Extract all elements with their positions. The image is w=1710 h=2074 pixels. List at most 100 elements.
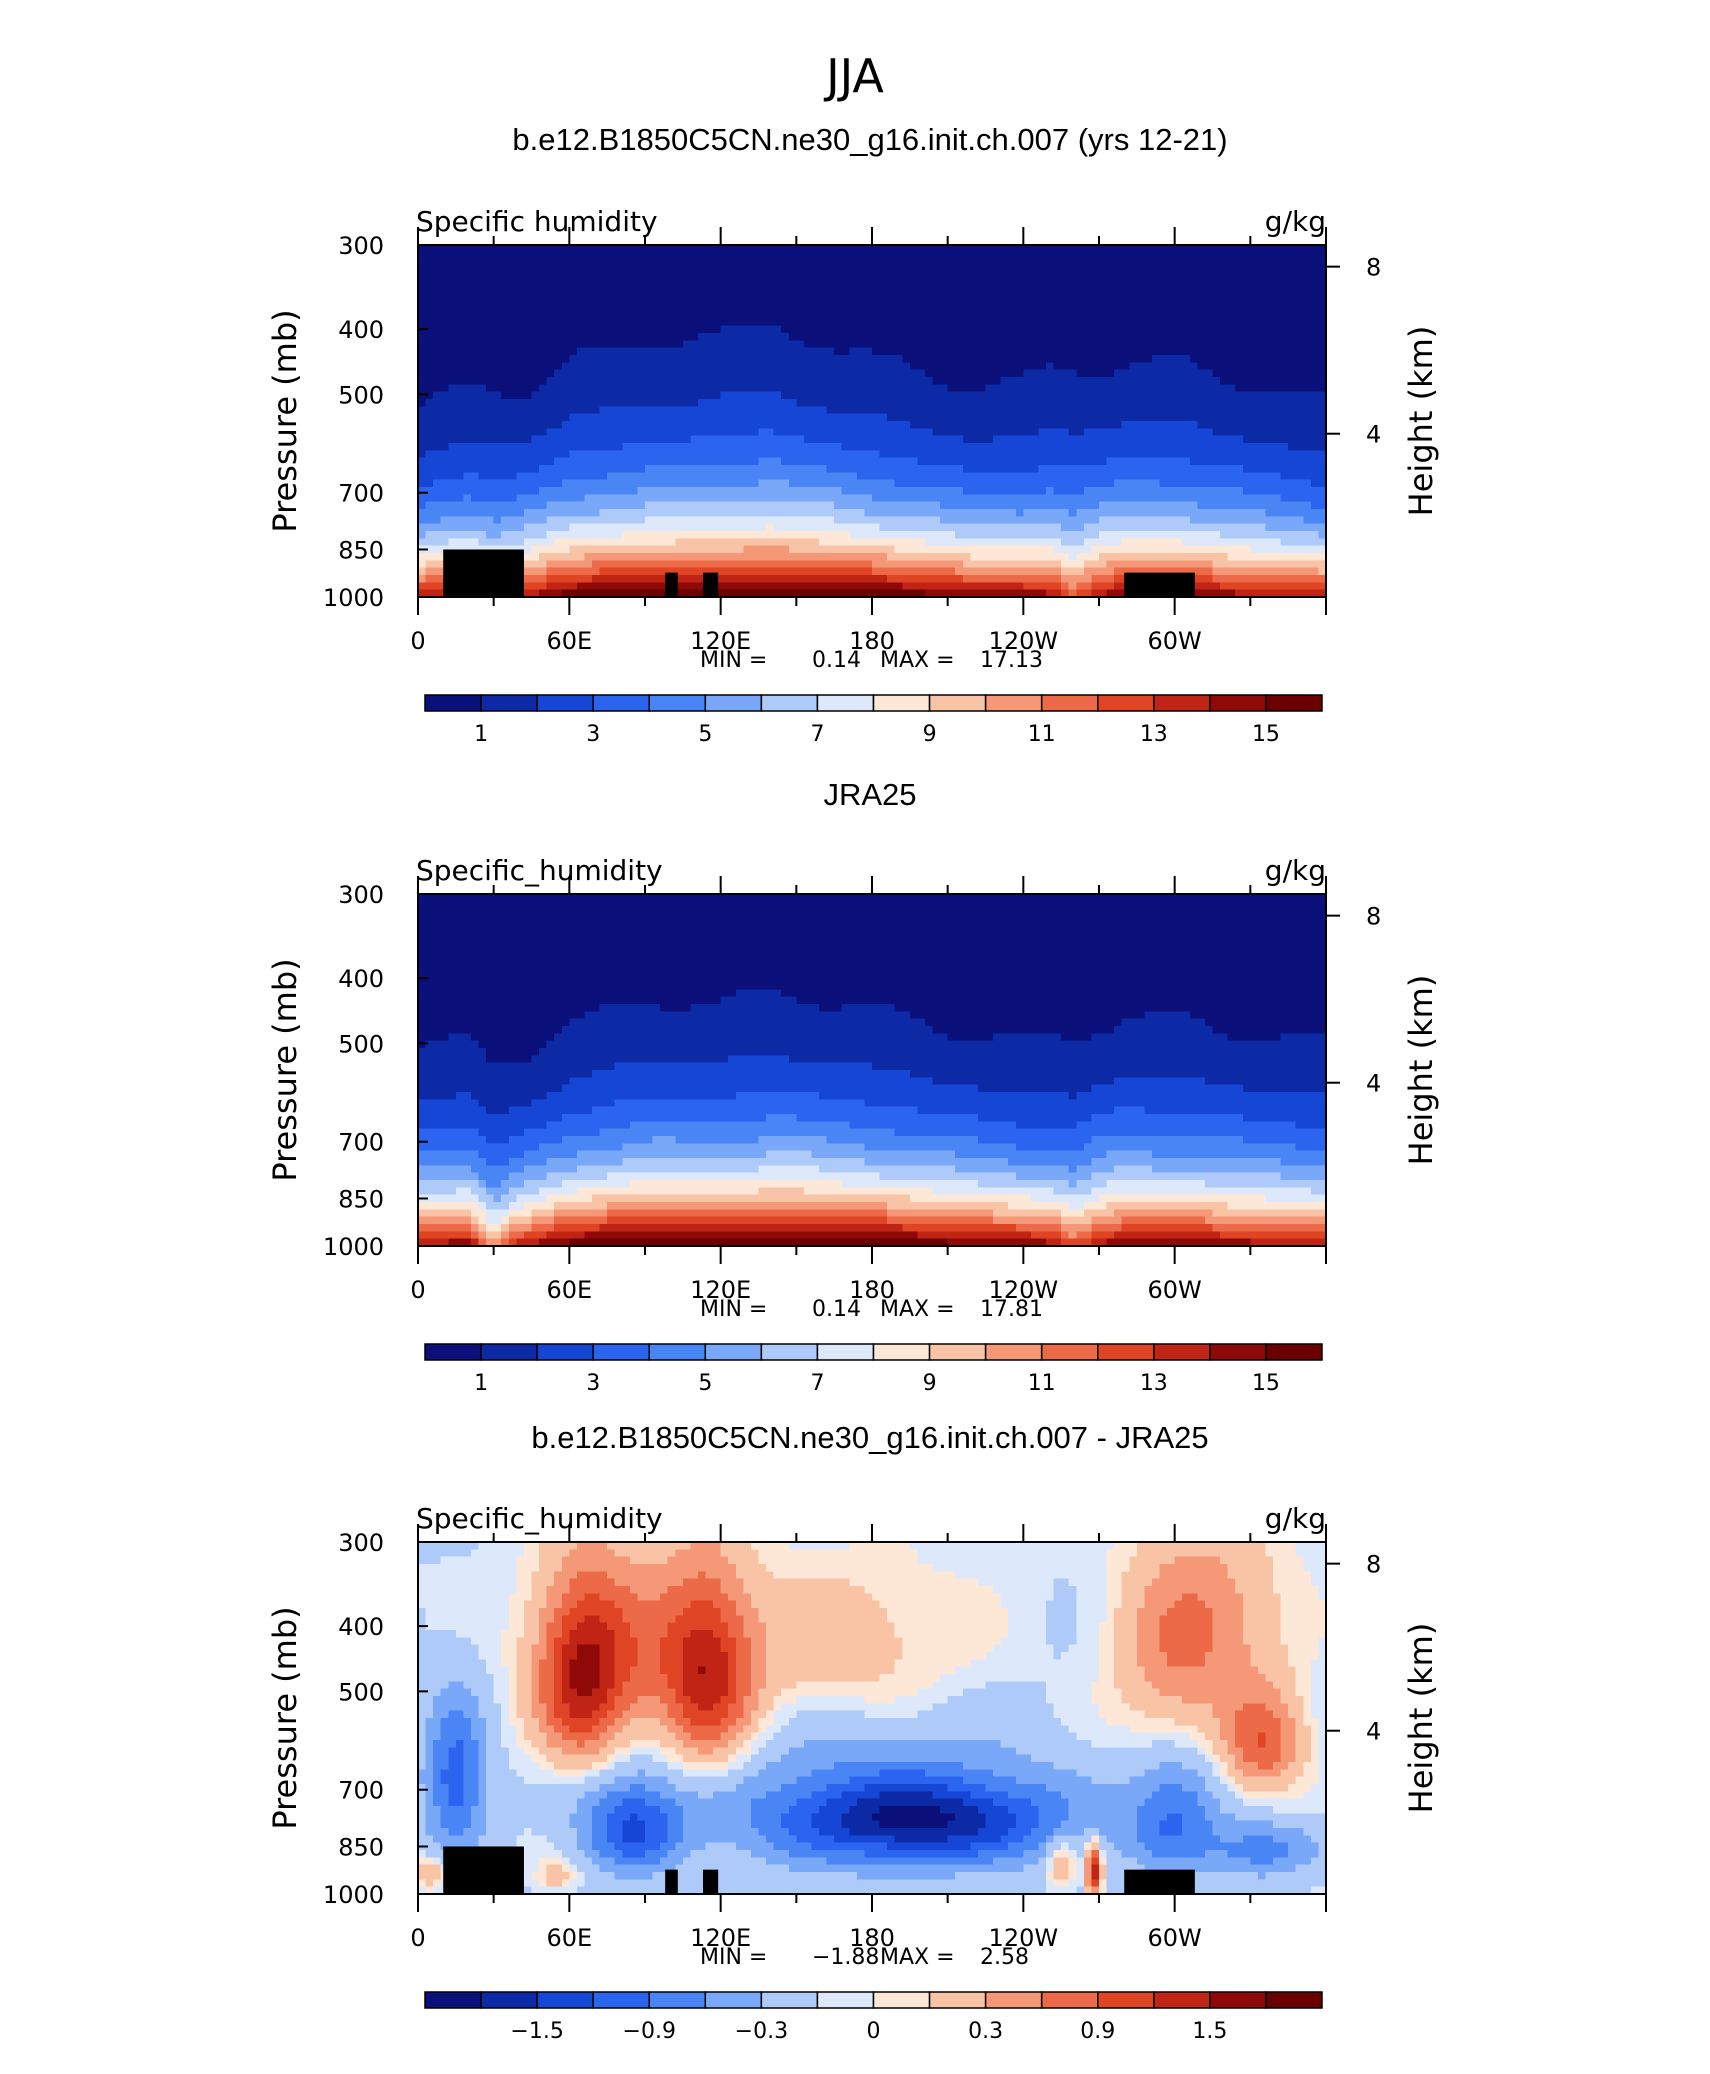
field-cell: [1083, 281, 1093, 290]
field-cell: [1151, 347, 1161, 356]
field-cell: [887, 303, 896, 312]
field-cell: [486, 391, 495, 400]
field-cell: [614, 318, 623, 327]
field-cell: [849, 259, 858, 268]
field-cell: [516, 303, 525, 312]
field-cell: [803, 311, 813, 319]
field-cell: [773, 428, 782, 437]
field-cell: [1136, 509, 1145, 517]
field-cell: [1273, 413, 1282, 422]
field-cell: [1182, 369, 1191, 378]
field-cell: [1038, 450, 1047, 459]
field-cell: [1227, 457, 1236, 466]
field-cell: [554, 281, 563, 290]
field-cell: [637, 531, 646, 539]
field-cell: [1280, 494, 1289, 503]
field-cell: [486, 428, 495, 437]
field-cell: [1151, 355, 1161, 363]
field-cell: [1030, 421, 1040, 429]
field-cell: [841, 333, 850, 341]
field-cell: [872, 399, 881, 407]
field-cell: [675, 457, 684, 466]
field-cell: [788, 457, 797, 466]
field-cell: [1038, 311, 1047, 319]
field-cell: [879, 435, 888, 444]
field-cell: [1008, 516, 1017, 525]
field-cell: [985, 391, 994, 400]
field-cell: [1242, 252, 1251, 261]
field-cell: [720, 311, 729, 319]
field-cell: [1174, 538, 1183, 547]
field-cell: [592, 406, 601, 415]
field-cell: [773, 274, 782, 283]
field-cell: [1144, 355, 1153, 363]
field-cell: [576, 340, 586, 349]
field-cell: [637, 347, 646, 356]
field-cell: [743, 252, 752, 261]
field-cell: [1046, 435, 1055, 444]
field-cell: [924, 362, 934, 371]
field-cell: [667, 259, 676, 268]
field-cell: [1053, 245, 1062, 253]
field-cell: [993, 384, 1002, 393]
field-cell: [1030, 362, 1040, 371]
field-cell: [1310, 303, 1320, 312]
field-cell: [1091, 435, 1100, 444]
field-cell: [569, 443, 578, 451]
field-cell: [607, 516, 616, 525]
field-cell: [682, 274, 691, 283]
field-cell: [1220, 509, 1229, 517]
field-cell: [1303, 472, 1312, 481]
field-cell: [592, 362, 601, 371]
field-cell: [826, 281, 835, 290]
field-cell: [1121, 325, 1130, 334]
field-cell: [977, 487, 987, 495]
field-cell: [705, 274, 714, 283]
field-cell: [849, 531, 858, 539]
field-cell: [493, 413, 502, 422]
field-cell: [660, 487, 669, 495]
field-cell: [697, 479, 707, 488]
field-cell: [614, 545, 623, 554]
field-cell: [720, 531, 729, 539]
field-cell: [811, 545, 820, 554]
field-cell: [1061, 325, 1070, 334]
field-cell: [1000, 377, 1009, 385]
field-cell: [1204, 245, 1214, 253]
field-cell: [735, 421, 744, 429]
field-cell: [1197, 274, 1206, 283]
field-cell: [985, 501, 994, 510]
field-cell: [1151, 311, 1161, 319]
field-cell: [584, 443, 593, 451]
field-cell: [501, 384, 510, 393]
field-cell: [894, 516, 903, 525]
field-cell: [539, 516, 548, 525]
field-cell: [614, 362, 623, 371]
field-cell: [561, 487, 570, 495]
field-cell: [652, 450, 661, 459]
field-cell: [569, 465, 578, 473]
field-cell: [1288, 318, 1297, 327]
field-cell: [1273, 355, 1282, 363]
field-cell: [470, 296, 480, 305]
field-cell: [1280, 318, 1289, 327]
field-cell: [697, 384, 707, 393]
field-cell: [561, 523, 570, 532]
field-cell: [645, 443, 654, 451]
field-cell: [962, 311, 971, 319]
field-cell: [516, 391, 525, 400]
field-cell: [682, 391, 691, 400]
field-cell: [1265, 450, 1274, 459]
field-cell: [924, 259, 934, 268]
field-cell: [1061, 391, 1070, 400]
field-cell: [1204, 450, 1214, 459]
field-cell: [1220, 259, 1229, 268]
field-cell: [652, 281, 661, 290]
field-cell: [675, 369, 684, 378]
field-cell: [599, 274, 608, 283]
field-cell: [682, 399, 691, 407]
field-cell: [879, 274, 888, 283]
field-cell: [917, 289, 926, 297]
field-cell: [864, 450, 873, 459]
field-cell: [788, 377, 797, 385]
